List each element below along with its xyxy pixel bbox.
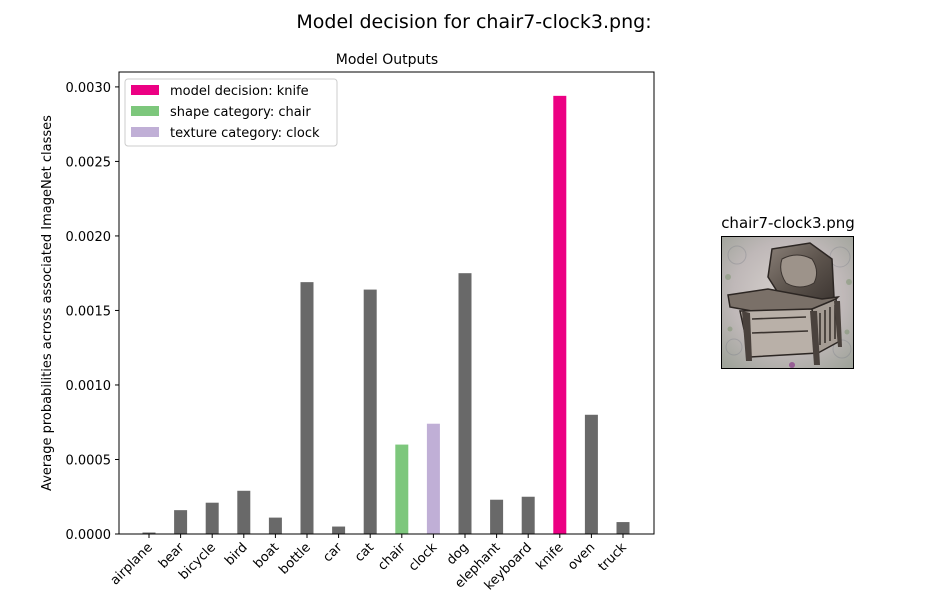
chart-title: Model Outputs [336, 52, 438, 68]
bar-bicycle [205, 502, 219, 534]
x-tick-label-truck: truck [596, 540, 631, 575]
x-tick-label-clock: clock [406, 540, 441, 575]
bar-clock [426, 423, 440, 534]
legend-swatch-texture [131, 127, 159, 137]
y-tick-label: 0.0030 [66, 81, 112, 96]
bar-bird [237, 490, 251, 534]
x-tick-label-knife: knife [533, 540, 566, 573]
y-axis-label: Average probabilities across associated … [40, 115, 55, 491]
stimulus-image [721, 236, 854, 369]
bar-boat [268, 517, 282, 534]
x-tick-label-oven: oven [565, 540, 598, 573]
plot-frame [118, 71, 655, 535]
legend-frame [124, 78, 338, 147]
y-tick-label: 0.0020 [66, 230, 112, 245]
y-axis-ticks: 0.0000 0.0005 0.0010 0.0015 0.0020 0.0025 0.00… [66, 81, 119, 543]
bar-cat [363, 289, 377, 534]
y-tick-label: 0.0010 [66, 379, 112, 394]
y-tick-label: 0.0025 [66, 155, 112, 170]
legend-label-texture: texture category: clock [170, 126, 320, 141]
legend-label-decision: model decision: knife [170, 84, 309, 99]
bar-keyboard [521, 496, 535, 534]
x-tick-label-chair: chair [375, 540, 409, 574]
x-tick-label-airplane: airplane [108, 540, 156, 588]
bar-car [332, 526, 346, 534]
bar-chair [395, 444, 409, 534]
bar-dog [458, 273, 472, 534]
x-tick-label-car: car [320, 540, 346, 566]
legend-swatch-shape [131, 106, 159, 116]
bar-truck [616, 522, 630, 534]
legend: model decision: knife shape category: ch… [124, 78, 338, 147]
x-tick-label-cat: cat [352, 540, 377, 565]
legend-swatch-decision [131, 85, 159, 95]
y-tick-label: 0.0015 [66, 304, 112, 319]
x-tick-label-bird: bird [222, 540, 250, 568]
x-tick-label-dog: dog [444, 540, 472, 568]
bar-bottle [300, 282, 314, 534]
thumbnail-title: chair7-clock3.png [721, 214, 855, 232]
bar-oven [584, 414, 598, 534]
bar-knife [553, 95, 567, 534]
chair-clock-texture-image [722, 237, 853, 368]
bar-elephant [490, 499, 504, 534]
figure-suptitle: Model decision for chair7-clock3.png: [296, 11, 651, 33]
x-tick-label-bottle: bottle [276, 540, 313, 577]
legend-label-shape: shape category: chair [170, 105, 311, 120]
y-tick-label: 0.0005 [66, 453, 112, 468]
y-tick-label: 0.0000 [66, 528, 112, 543]
bars-layer [142, 95, 630, 534]
bar-bear [174, 510, 188, 534]
bar-airplane [142, 532, 156, 534]
